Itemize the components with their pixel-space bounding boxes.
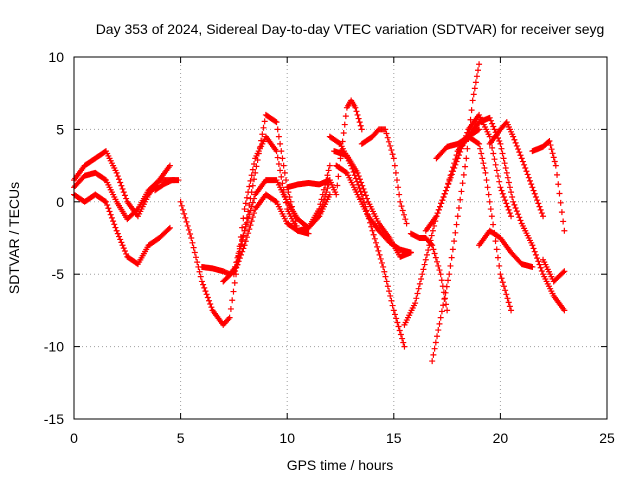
axis-ticks: 0 5 10 15 20 25 -15 -10 -5 0 5 10 (44, 49, 615, 446)
y-axis-label: SDTVAR / TECUs (6, 182, 22, 294)
x-tick-label: 10 (279, 430, 295, 446)
x-tick-label: 5 (177, 430, 185, 446)
data-points (71, 191, 173, 268)
data-points (333, 162, 414, 256)
data-points (284, 177, 333, 191)
y-tick-label: -5 (52, 266, 65, 282)
y-tick-label: 0 (56, 194, 64, 210)
series-s2 (71, 169, 178, 223)
data-points (71, 169, 178, 223)
series-s10 (316, 97, 365, 220)
y-tick-label: 5 (56, 121, 64, 137)
x-tick-label: 20 (493, 430, 509, 446)
data-points (358, 126, 410, 227)
x-tick-label: 15 (386, 430, 402, 446)
series-s20 (454, 114, 568, 314)
data-points (529, 137, 568, 234)
series-s4 (152, 177, 182, 194)
data-points (486, 119, 547, 220)
series-s13 (333, 162, 414, 256)
data-points (152, 177, 182, 194)
series-s24 (540, 256, 568, 285)
data-points (454, 114, 568, 314)
data-points (401, 126, 483, 328)
y-tick-label: -15 (44, 411, 64, 427)
data-points (316, 97, 365, 220)
series-s9 (284, 177, 333, 191)
data-points (476, 227, 536, 270)
series-s14 (358, 126, 410, 227)
series-s15 (401, 126, 483, 328)
series-s3 (71, 191, 173, 268)
plot-frame (73, 56, 608, 420)
x-tick-label: 25 (599, 430, 615, 446)
chart-title: Day 353 of 2024, Sidereal Day-to-day VTE… (96, 21, 605, 37)
y-tick-label: -10 (44, 339, 64, 355)
x-axis-label: GPS time / hours (287, 457, 394, 473)
series-s21 (476, 227, 536, 270)
series-s23 (529, 137, 568, 234)
y-tick-label: 10 (48, 49, 64, 65)
x-tick-label: 0 (70, 430, 78, 446)
data-points (540, 256, 568, 285)
data-layer (71, 61, 568, 365)
series-s22 (486, 119, 547, 220)
